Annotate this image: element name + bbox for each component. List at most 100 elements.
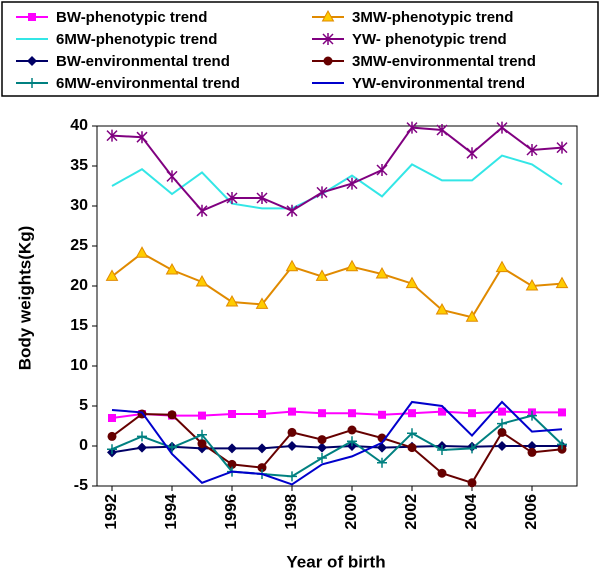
marker [256,192,268,204]
legend-marker [321,9,335,22]
marker [466,147,478,160]
series [111,400,563,486]
series-line [111,154,563,210]
legend-marker [323,56,333,66]
y-tick-label: 40 [70,117,88,134]
marker [167,410,177,420]
series-line [111,126,563,213]
marker [525,278,539,291]
marker [465,310,479,322]
x-axis-label: Year of birth [286,552,385,571]
marker [436,124,448,136]
marker [318,409,326,418]
marker [496,121,508,134]
marker [287,441,297,451]
marker [137,442,147,453]
marker [498,407,506,416]
marker [315,269,329,281]
y-tick-label: 35 [70,157,88,174]
y-tick-label: 30 [70,197,88,214]
marker [195,274,209,287]
marker [105,269,119,281]
marker [555,276,569,289]
marker [497,441,507,451]
marker [317,453,327,463]
series [107,409,567,488]
y-tick-label: 25 [70,237,88,254]
marker [166,170,178,183]
marker [107,444,117,455]
marker [316,186,328,199]
marker [227,443,237,454]
series-line [111,414,563,478]
marker [317,435,327,445]
marker [527,441,537,451]
legend-label: 6MW-phenotypic trend [56,31,217,48]
marker [435,302,449,315]
series-line [111,412,563,484]
marker [527,447,537,457]
marker [347,425,357,435]
legend-marker [27,78,37,88]
marker [495,260,509,273]
marker [257,443,267,454]
marker [287,471,297,482]
marker [437,445,447,455]
marker [225,294,239,307]
legend-marker [27,56,37,66]
marker [285,259,299,272]
marker [407,443,417,453]
y-tick-label: 15 [70,317,88,334]
marker [108,414,116,422]
legend-label: 3MW-environmental trend [352,53,536,70]
marker [377,442,387,453]
legend-label: YW-environmental trend [352,75,525,92]
series [105,246,569,322]
legend-label: 3MW-phenotypic trend [352,9,513,26]
marker [197,439,207,449]
marker [228,410,236,418]
marker [375,266,389,279]
marker [167,442,177,453]
y-tick-label: 0 [79,437,88,454]
x-tick-label: 1992 [103,494,120,530]
marker [348,409,356,418]
marker [197,429,207,440]
series-line [111,400,563,486]
marker [317,442,327,453]
series-line [111,410,562,419]
marker [497,427,507,437]
marker [286,204,298,217]
marker [136,131,148,144]
marker [106,129,118,142]
marker [556,141,568,154]
marker [526,144,538,156]
marker [437,468,447,478]
marker [165,262,179,275]
marker [226,192,238,204]
legend-marker [322,33,334,45]
x-tick-label: 2006 [523,494,540,530]
marker [558,408,566,417]
plot-frame [96,125,578,487]
marker [406,121,418,134]
marker [107,431,117,441]
legend-label: BW-environmental trend [56,53,230,70]
y-tick-label: 20 [70,277,88,294]
x-tick-label: 2000 [343,494,360,530]
marker [227,459,237,469]
series [111,154,563,210]
legend-label: 6MW-environmental trend [56,75,240,92]
y-tick-label: 10 [70,357,88,374]
marker [438,407,446,416]
marker [196,204,208,217]
x-tick-label: 2002 [403,494,420,530]
marker [376,164,388,176]
series-line [111,444,562,454]
marker [258,410,266,418]
x-tick-label: 1998 [283,494,300,530]
marker [497,418,507,429]
marker [135,246,149,258]
marker [557,439,567,450]
